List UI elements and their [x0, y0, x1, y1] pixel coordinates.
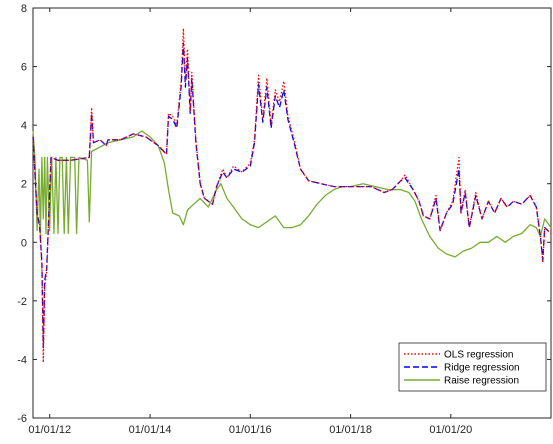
x-tick-label: 01/01/18 — [329, 424, 372, 436]
y-tick-label: 6 — [21, 62, 27, 74]
y-tick-label: 8 — [21, 3, 27, 15]
x-tick-label: 01/01/16 — [229, 424, 272, 436]
y-tick-label: -6 — [17, 413, 27, 425]
y-tick-label: 0 — [21, 237, 27, 249]
legend-label-ridge: Ridge regression — [444, 363, 520, 374]
y-tick-label: 4 — [21, 120, 27, 132]
y-tick-label: -4 — [17, 354, 27, 366]
raise-line — [32, 130, 552, 258]
x-tick-label: 01/01/20 — [429, 424, 472, 436]
legend-label-raise: Raise regression — [444, 376, 519, 387]
legend-box — [398, 342, 547, 392]
ols-line — [32, 27, 552, 364]
y-tick-label: -2 — [17, 296, 27, 308]
x-tick-label: 01/01/14 — [129, 424, 172, 436]
axis-ticks: -6 -4 -2 0 2 4 6 8 01/01/12 01/01/14 01/01/16 01/01… — [17, 3, 551, 436]
series-lines — [32, 27, 552, 364]
y-tick-label: 2 — [21, 179, 27, 191]
legend: OLS regression Ridge regression Raise re… — [398, 342, 547, 392]
ridge-line — [32, 42, 552, 349]
x-tick-label: 01/01/12 — [28, 424, 71, 436]
legend-label-ols: OLS regression — [444, 350, 513, 361]
